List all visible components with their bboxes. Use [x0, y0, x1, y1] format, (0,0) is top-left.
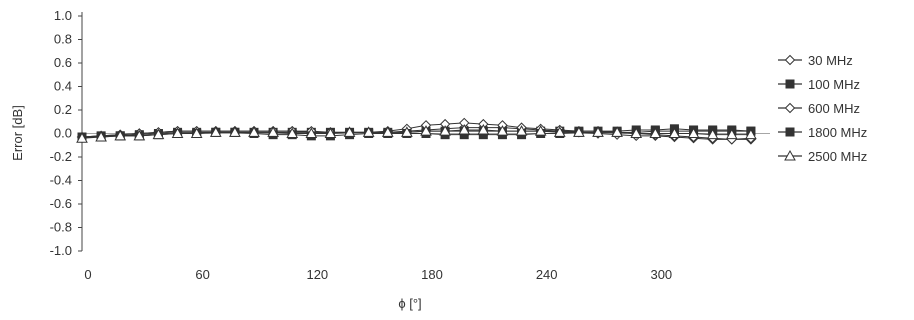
data-point — [248, 126, 260, 137]
legend-entry: 2500 MHz — [778, 149, 867, 164]
legend-marker — [784, 102, 796, 114]
series-2500-mhz — [76, 123, 757, 143]
x-tick-labels: 0 60 120 180 240 300 — [84, 267, 672, 282]
y-tick-label: 0.2 — [54, 102, 72, 117]
data-point — [114, 129, 127, 141]
data-point — [229, 126, 241, 137]
data-point — [745, 128, 757, 140]
data-point — [553, 126, 566, 137]
data-point — [649, 127, 662, 138]
y-tick-label: -0.4 — [50, 173, 72, 188]
legend-entry: 600 MHz — [778, 101, 860, 116]
x-tick-label: 300 — [650, 267, 672, 282]
legend-label: 2500 MHz — [808, 149, 867, 164]
x-tick-label: 60 — [195, 267, 209, 282]
data-point — [592, 126, 604, 137]
data-point — [725, 128, 738, 140]
data-point — [95, 130, 107, 142]
y-tick-label: 0.8 — [54, 32, 72, 47]
data-point — [305, 127, 318, 138]
data-point — [439, 125, 451, 136]
legend-label: 600 MHz — [808, 101, 860, 116]
data-point — [687, 127, 700, 138]
x-axis-label: ϕ [°] — [398, 296, 421, 311]
data-point — [401, 126, 413, 137]
data-point — [190, 127, 203, 138]
data-point — [706, 128, 719, 140]
data-point — [668, 127, 681, 138]
x-tick-label: 240 — [536, 267, 558, 282]
data-point — [515, 125, 528, 136]
data-point — [611, 126, 623, 137]
series-layer — [76, 117, 757, 145]
data-point — [171, 127, 184, 138]
legend-marker — [785, 127, 795, 137]
data-point — [152, 128, 165, 140]
legend-entry: 100 MHz — [778, 77, 860, 92]
legend-marker — [784, 149, 796, 161]
data-point — [209, 126, 222, 137]
y-tick-label: 0.4 — [54, 79, 72, 94]
legend-marker — [785, 79, 795, 89]
data-point — [267, 126, 279, 137]
data-point — [76, 132, 88, 143]
legend: 30 MHz 100 MHz 600 MHz 1800 MHz 2500 MHz — [778, 53, 867, 164]
y-tick-label: 0.0 — [54, 126, 72, 141]
data-point — [573, 126, 585, 137]
data-point — [534, 125, 547, 136]
x-tick-label: 0 — [84, 267, 91, 282]
data-point — [362, 126, 375, 137]
legend-marker — [784, 54, 796, 66]
x-tick-label: 180 — [421, 267, 443, 282]
y-tick-label: 0.6 — [54, 55, 72, 70]
y-tick-label: -1.0 — [50, 243, 72, 258]
legend-label: 1800 MHz — [808, 125, 867, 140]
data-point — [630, 127, 643, 138]
y-tick-label: -0.8 — [50, 220, 72, 235]
data-point — [133, 129, 146, 141]
legend-entry: 30 MHz — [778, 53, 853, 68]
data-point — [458, 123, 471, 135]
data-point — [381, 126, 394, 137]
y-tick-labels: 1.0 0.8 0.6 0.4 0.2 0.0 -0.2 -0.4 -0.6 -0.8 -1.0 — [50, 8, 82, 258]
y-tick-label: -0.2 — [50, 149, 72, 164]
data-point — [477, 123, 490, 135]
data-point — [286, 127, 299, 138]
y-tick-label: -0.6 — [50, 196, 72, 211]
y-tick-label: 1.0 — [54, 8, 72, 23]
x-tick-label: 120 — [306, 267, 328, 282]
data-point — [343, 126, 356, 137]
y-axis-label: Error [dB] — [10, 105, 25, 161]
data-point — [496, 125, 509, 136]
data-point — [324, 127, 337, 138]
legend-label: 30 MHz — [808, 53, 853, 68]
legend-entry: 1800 MHz — [778, 125, 867, 140]
data-point — [420, 125, 432, 136]
legend-label: 100 MHz — [808, 77, 860, 92]
